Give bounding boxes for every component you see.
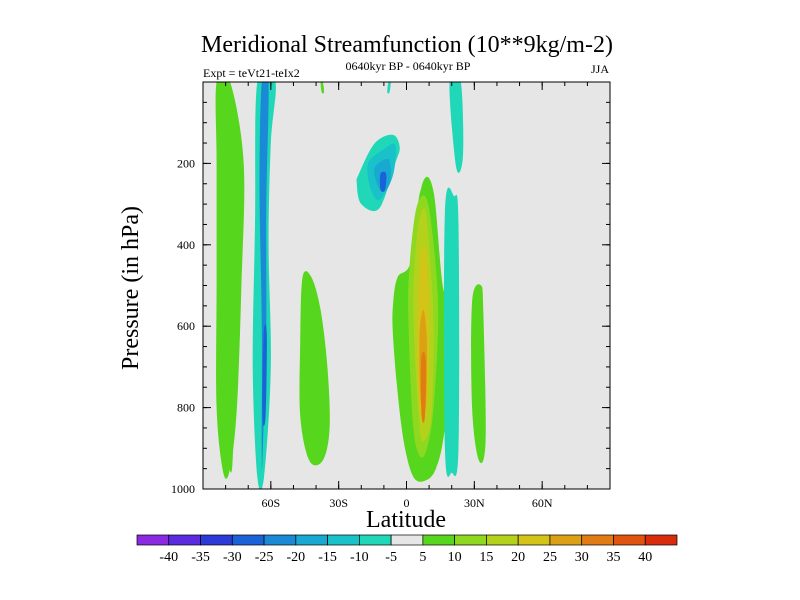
contour-region-9 xyxy=(379,171,387,192)
colorbar-label: 10 xyxy=(448,550,462,565)
y-tick-label: 800 xyxy=(177,401,195,415)
colorbar-label: -15 xyxy=(318,550,337,565)
colorbar-label: -20 xyxy=(286,550,305,565)
colorbar-label: 30 xyxy=(575,550,589,565)
colorbar-label: 40 xyxy=(638,550,652,565)
chart-title: Meridional Streamfunction (10**9kg/m-2) xyxy=(201,32,613,58)
colorbar-box xyxy=(168,534,201,546)
contour-region-17 xyxy=(443,187,460,477)
colorbar-label: 35 xyxy=(606,550,620,565)
contour-region-3 xyxy=(259,82,269,471)
y-tick-label: 600 xyxy=(177,319,195,333)
colorbar-box xyxy=(263,534,297,546)
colorbar-label: -5 xyxy=(385,550,397,565)
colorbar-box xyxy=(231,534,265,546)
colorbar-box xyxy=(200,534,233,546)
colorbar-label: 5 xyxy=(419,550,426,565)
x-tick-label: 30N xyxy=(464,496,485,510)
contour-region-18 xyxy=(471,284,486,464)
x-axis-label: Latitude xyxy=(366,507,446,533)
colorbar-box xyxy=(486,534,519,546)
y-tick-label: 200 xyxy=(177,156,195,170)
colorbar-label: -30 xyxy=(223,550,242,565)
x-tick-label: 60S xyxy=(261,496,280,510)
x-tick-label: 0 xyxy=(404,496,410,510)
contour-region-20 xyxy=(320,82,325,94)
colorbar-box xyxy=(517,534,551,546)
colorbar-box xyxy=(359,534,392,546)
colorbar-box xyxy=(295,534,328,546)
experiment-label: Expt = teVt21-teIx2 xyxy=(203,66,300,80)
contour-region-21 xyxy=(387,82,391,94)
colorbar-label: -25 xyxy=(255,550,274,565)
y-tick-label: 400 xyxy=(177,238,195,252)
contour-region-5 xyxy=(299,271,330,466)
contour-region-19 xyxy=(449,82,464,173)
season-label: JJA xyxy=(591,62,609,76)
colorbar-box xyxy=(549,534,583,546)
colorbar: -40 -35 -30 -25 -20 -15 -10 -5 5 10 15 20 25 30 35 40 xyxy=(136,534,678,565)
colorbar-box xyxy=(327,534,360,546)
axis-tick-labels: 60S 30S 0 30N 60N 200 400 600 800 1000 xyxy=(171,156,553,510)
contour-region-16 xyxy=(420,351,426,423)
x-tick-label: 60N xyxy=(532,496,553,510)
x-tick-label: 30S xyxy=(329,496,348,510)
axis-ticks xyxy=(203,82,610,490)
colorbar-label: 25 xyxy=(543,550,557,565)
colorbar-label: -35 xyxy=(191,550,210,565)
period-label: 0640kyr BP - 0640kyr BP xyxy=(346,59,471,73)
colorbar-box xyxy=(422,534,455,546)
y-axis-label: Pressure (in hPa) xyxy=(118,206,144,370)
y-tick-label: 1000 xyxy=(171,482,195,496)
colorbar-box xyxy=(644,534,678,546)
colorbar-box xyxy=(136,534,170,546)
colorbar-box xyxy=(454,534,487,546)
colorbar-box xyxy=(390,534,424,546)
contour-region-4 xyxy=(262,324,267,426)
contour-regions xyxy=(215,82,486,489)
colorbar-box xyxy=(581,534,614,546)
colorbar-box xyxy=(613,534,646,546)
colorbar-label: 15 xyxy=(479,550,493,565)
colorbar-label: -40 xyxy=(159,550,178,565)
contour-region-1 xyxy=(215,82,245,479)
colorbar-label: 20 xyxy=(511,550,525,565)
colorbar-label: -10 xyxy=(350,550,369,565)
